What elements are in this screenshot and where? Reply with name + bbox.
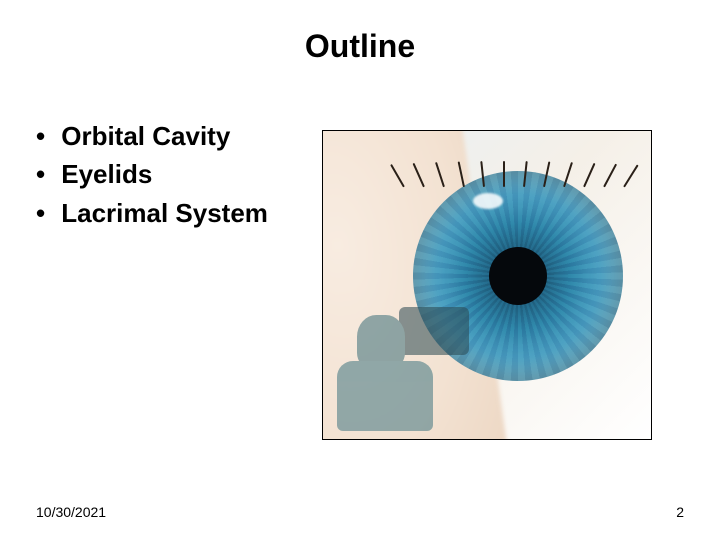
list-item: • Lacrimal System [36, 195, 268, 231]
bullet-mark: • [36, 118, 54, 154]
microscope-icon [399, 307, 469, 355]
surgeon-overlay [329, 303, 469, 433]
list-item: • Eyelids [36, 156, 268, 192]
bullet-text: Eyelids [61, 159, 152, 189]
footer-page-number: 2 [676, 504, 684, 520]
surgeon-body [337, 361, 433, 431]
bullet-mark: • [36, 156, 54, 192]
eyelashes [403, 161, 643, 201]
footer-date: 10/30/2021 [36, 504, 106, 520]
bullet-text: Lacrimal System [61, 198, 268, 228]
list-item: • Orbital Cavity [36, 118, 268, 154]
pupil [489, 247, 547, 305]
bullet-list: • Orbital Cavity • Eyelids • Lacrimal Sy… [36, 118, 268, 233]
slide: Outline • Orbital Cavity • Eyelids • Lac… [0, 0, 720, 540]
slide-title: Outline [0, 28, 720, 65]
bullet-text: Orbital Cavity [61, 121, 230, 151]
bullet-mark: • [36, 195, 54, 231]
eye-image [322, 130, 652, 440]
